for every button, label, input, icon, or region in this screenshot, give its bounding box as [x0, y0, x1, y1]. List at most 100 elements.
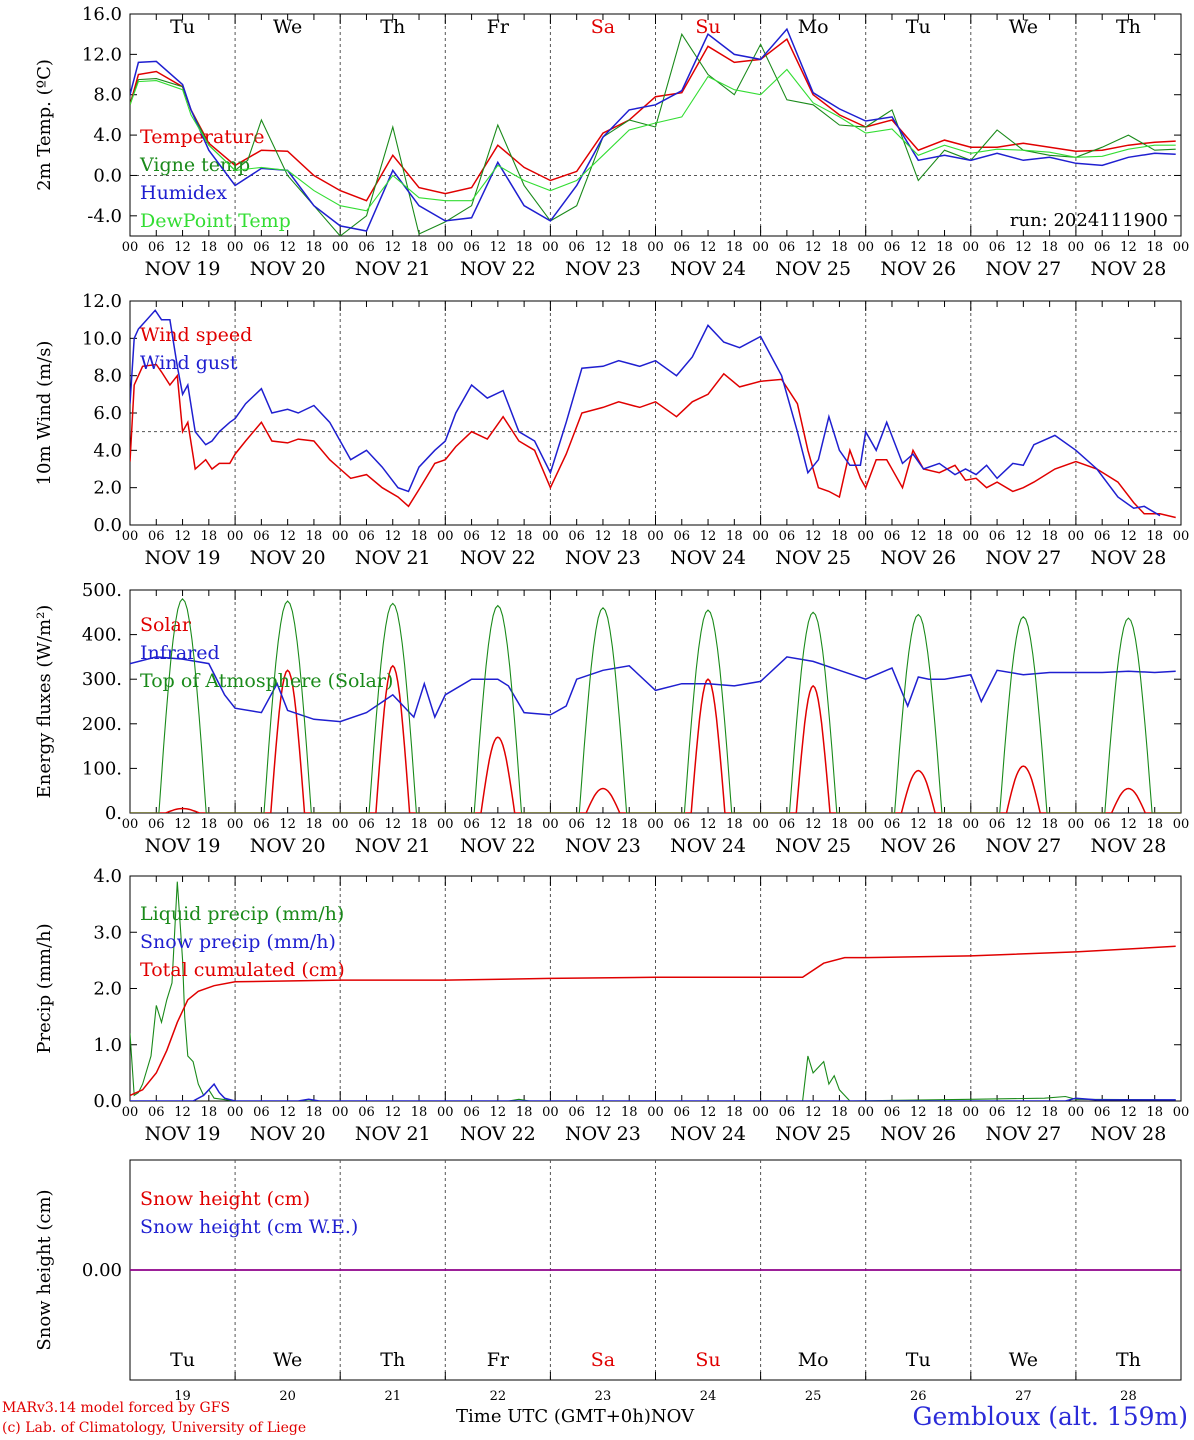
- hour-tick-label: 12: [1120, 1105, 1137, 1120]
- hour-tick-label: 06: [253, 1105, 270, 1120]
- hour-tick-label: 18: [306, 1105, 323, 1120]
- series-line-liquid-precip-mm-h-: [130, 881, 1176, 1101]
- hour-tick-label: 06: [463, 817, 480, 832]
- y-tick-label: 0.00: [82, 1260, 122, 1281]
- y-tick-label: 4.0: [93, 125, 122, 146]
- hour-tick-label: 06: [568, 529, 585, 544]
- hour-tick-label: 12: [279, 817, 296, 832]
- series-line-snow-precip-mm-h-: [130, 1082, 1176, 1101]
- hour-tick-label: 18: [936, 817, 953, 832]
- day-name-label: Mo: [798, 1349, 829, 1371]
- date-label: NOV 19: [145, 1123, 221, 1145]
- hour-tick-label: 00: [227, 240, 244, 255]
- y-tick-label: 0.0: [93, 1091, 122, 1112]
- date-label: NOV 26: [880, 258, 956, 280]
- hour-tick-label: 12: [805, 817, 822, 832]
- y-tick-label: 300.: [82, 669, 122, 690]
- legend-entry: Wind speed: [140, 324, 252, 346]
- hour-tick-label: 18: [516, 1105, 533, 1120]
- hour-tick-label: 12: [279, 1105, 296, 1120]
- hour-tick-label: 18: [936, 1105, 953, 1120]
- hour-tick-label: 00: [857, 240, 874, 255]
- month-label: NOV: [650, 1406, 695, 1427]
- date-label: NOV 23: [565, 835, 641, 857]
- day-name-label: Tu: [906, 1349, 931, 1371]
- hour-tick-label: 12: [805, 529, 822, 544]
- date-label: NOV 28: [1091, 1123, 1167, 1145]
- day-number-label: 22: [490, 1389, 507, 1400]
- panel-4: 0.00 Snow height (cm) Tu We Th Fr Sa Su Mo Tu We Th…: [34, 1159, 1182, 1400]
- panel-frame: [129, 300, 1182, 526]
- y-tick-label: 500.: [82, 580, 122, 601]
- panel-3: 0.0 1.0 2.0 3.0 4.0 Precip (mm/h) 00 06 12 18 00 06…: [34, 866, 1189, 1145]
- day-number-label: 27: [1015, 1389, 1032, 1400]
- legend-entry: Solar: [140, 614, 192, 636]
- day-name-label: Th: [380, 1349, 405, 1371]
- hour-tick-label: 06: [674, 1105, 691, 1120]
- y-tick-label: -4.0: [87, 206, 122, 227]
- day-number-label: 24: [700, 1389, 717, 1400]
- day-name-label: We: [273, 16, 302, 38]
- hour-tick-label: 00: [332, 240, 349, 255]
- hour-tick-label: 18: [936, 529, 953, 544]
- hour-tick-label: 18: [516, 817, 533, 832]
- hour-tick-label: 12: [490, 240, 507, 255]
- date-label: NOV 20: [250, 835, 326, 857]
- hour-tick-label: 12: [1015, 529, 1032, 544]
- legend-entry: Top of Atmosphere (Solar): [140, 670, 393, 692]
- lab-credit: (c) Lab. of Climatology, University of L…: [2, 1420, 307, 1436]
- hour-tick-label: 00: [647, 529, 664, 544]
- hour-tick-label: 00: [963, 817, 980, 832]
- hour-tick-label: 12: [490, 817, 507, 832]
- date-label: NOV 21: [355, 547, 431, 569]
- hour-tick-label: 18: [411, 1105, 428, 1120]
- y-tick-label: 16.0: [82, 4, 122, 25]
- hour-tick-label: 12: [910, 1105, 927, 1120]
- legend-entry: Liquid precip (mm/h): [140, 903, 344, 925]
- hour-tick-label: 06: [463, 529, 480, 544]
- hour-tick-label: 18: [201, 529, 218, 544]
- hour-tick-label: 06: [779, 529, 796, 544]
- date-label: NOV 19: [145, 835, 221, 857]
- date-label: NOV 28: [1091, 835, 1167, 857]
- hour-tick-label: 06: [779, 240, 796, 255]
- hour-tick-label: 06: [779, 817, 796, 832]
- hour-tick-label: 18: [1041, 817, 1058, 832]
- hour-tick-label: 18: [201, 817, 218, 832]
- day-name-label: Tu: [170, 1349, 195, 1371]
- hour-tick-label: 12: [279, 240, 296, 255]
- series-line-wind-speed: [130, 363, 1176, 519]
- y-tick-label: 0.: [105, 803, 122, 824]
- hour-tick-label: 00: [857, 1105, 874, 1120]
- hour-tick-label: 18: [516, 529, 533, 544]
- hour-tick-label: 18: [411, 240, 428, 255]
- y-tick-label: 10.0: [82, 328, 122, 349]
- hour-tick-label: 00: [1068, 1105, 1085, 1120]
- hour-tick-label: 12: [490, 1105, 507, 1120]
- legend-entry: DewPoint Temp: [140, 210, 291, 232]
- hour-tick-label: 00: [122, 1105, 139, 1120]
- y-tick-label: 3.0: [93, 922, 122, 943]
- hour-tick-label: 06: [884, 817, 901, 832]
- date-label: NOV 20: [250, 258, 326, 280]
- hour-tick-label: 00: [1173, 529, 1190, 544]
- hour-tick-label: 12: [1120, 529, 1137, 544]
- time-axis-label: Time UTC (GMT+0h)NOV: [456, 1406, 694, 1427]
- y-tick-label: 100.: [82, 758, 122, 779]
- hour-tick-label: 12: [174, 817, 191, 832]
- hour-tick-label: 12: [174, 529, 191, 544]
- hour-tick-label: 18: [621, 240, 638, 255]
- hour-tick-label: 12: [1120, 817, 1137, 832]
- hour-tick-label: 06: [989, 1105, 1006, 1120]
- hour-tick-label: 00: [542, 240, 559, 255]
- hour-tick-label: 12: [384, 529, 401, 544]
- hour-tick-label: 18: [726, 1105, 743, 1120]
- hour-tick-label: 18: [516, 240, 533, 255]
- hour-tick-label: 12: [595, 529, 612, 544]
- day-name-label: We: [1009, 1349, 1038, 1371]
- series-line-top-of-atmosphere-solar-: [130, 598, 1181, 813]
- hour-tick-label: 12: [595, 240, 612, 255]
- hour-tick-label: 00: [963, 240, 980, 255]
- hour-tick-label: 06: [989, 817, 1006, 832]
- model-credit: MARv3.14 model forced by GFS: [2, 1400, 231, 1416]
